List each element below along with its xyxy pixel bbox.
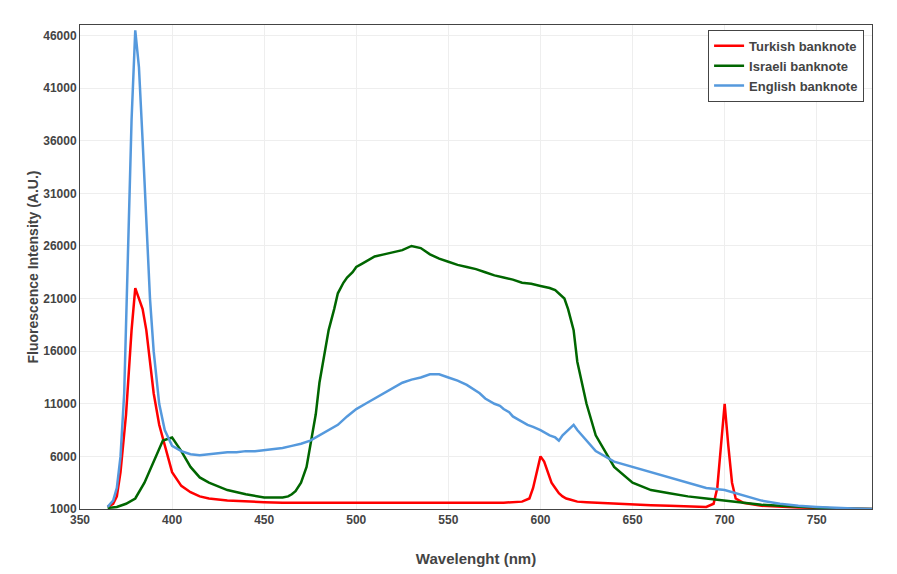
svg-text:Fluorescence Intensity (A.U.): Fluorescence Intensity (A.U.)	[25, 171, 41, 364]
svg-text:31000: 31000	[43, 187, 77, 201]
svg-text:46000: 46000	[43, 29, 77, 43]
svg-text:16000: 16000	[43, 344, 77, 358]
svg-text:550: 550	[438, 513, 458, 527]
svg-text:English banknote: English banknote	[749, 79, 857, 94]
svg-text:500: 500	[346, 513, 366, 527]
svg-text:26000: 26000	[43, 239, 77, 253]
svg-text:450: 450	[254, 513, 274, 527]
svg-text:400: 400	[162, 513, 182, 527]
svg-text:Turkish banknote: Turkish banknote	[749, 39, 856, 54]
svg-text:6000: 6000	[50, 450, 77, 464]
svg-text:Wavelenght (nm): Wavelenght (nm)	[416, 550, 536, 567]
svg-text:11000: 11000	[44, 397, 77, 411]
svg-text:750: 750	[807, 513, 827, 527]
svg-text:21000: 21000	[43, 292, 77, 306]
svg-text:700: 700	[715, 513, 735, 527]
svg-text:36000: 36000	[43, 134, 77, 148]
svg-text:650: 650	[623, 513, 643, 527]
svg-text:600: 600	[530, 513, 550, 527]
svg-text:Israeli banknote: Israeli banknote	[749, 59, 848, 74]
svg-text:1000: 1000	[50, 502, 77, 516]
svg-text:350: 350	[70, 513, 90, 527]
svg-text:41000: 41000	[43, 81, 77, 95]
